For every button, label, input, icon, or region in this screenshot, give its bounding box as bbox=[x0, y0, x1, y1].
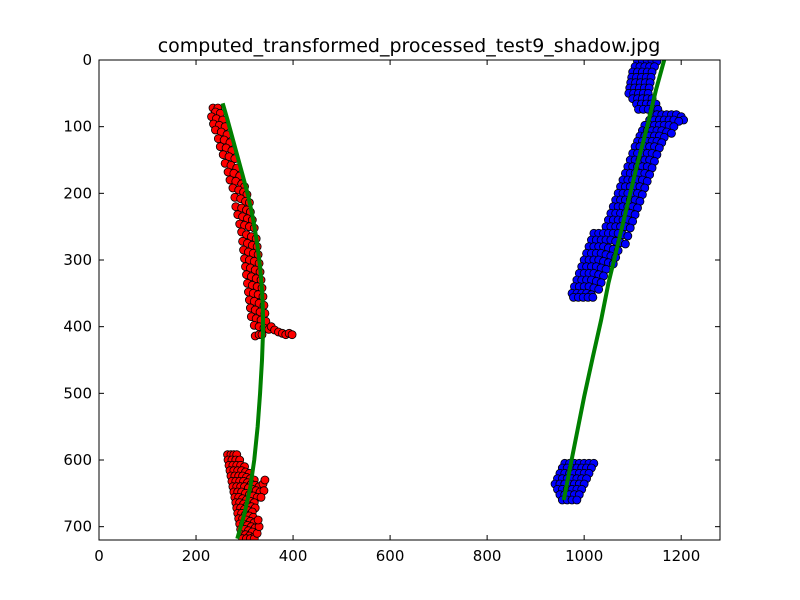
scatter-point bbox=[620, 239, 630, 249]
x-tick-label: 200 bbox=[182, 547, 211, 565]
scatter-point bbox=[260, 475, 270, 485]
y-tick-label: 200 bbox=[63, 184, 92, 202]
x-tick-label: 800 bbox=[473, 547, 502, 565]
x-tick-label: 600 bbox=[376, 547, 405, 565]
y-tick-label: 700 bbox=[63, 518, 92, 536]
plot-content bbox=[207, 60, 689, 540]
scatter-point bbox=[623, 231, 633, 241]
axes: 0 200 400 600 800 1000 1200 0 100 200 300 400 500 600… bbox=[63, 51, 721, 565]
plot-frame bbox=[98, 59, 721, 541]
scatter-layer bbox=[207, 60, 689, 540]
scatter-point bbox=[667, 128, 676, 138]
scatter-point bbox=[253, 515, 263, 525]
scatter-point bbox=[625, 223, 635, 233]
x-tick-label: 0 bbox=[94, 547, 104, 565]
fit-line-1 bbox=[220, 102, 265, 540]
chart-title: computed_transformed_processed_test9_sha… bbox=[158, 35, 661, 57]
x-tick-label: 1200 bbox=[662, 547, 700, 565]
y-tick-label: 300 bbox=[63, 251, 92, 269]
scatter-point bbox=[572, 495, 582, 505]
scatter-point bbox=[588, 292, 598, 302]
x-tick-label: 400 bbox=[279, 547, 308, 565]
y-tick-label: 500 bbox=[63, 384, 92, 402]
x-tick-label: 1000 bbox=[565, 547, 603, 565]
y-tick-label: 400 bbox=[63, 318, 92, 336]
scatter-point bbox=[256, 492, 266, 502]
scatter-point bbox=[594, 284, 604, 294]
fit-line-layer bbox=[220, 60, 667, 540]
y-tick-label: 0 bbox=[82, 51, 92, 69]
y-tick-label: 600 bbox=[63, 451, 92, 469]
fit-line-2 bbox=[561, 60, 667, 501]
y-tick-label: 100 bbox=[63, 118, 92, 136]
scatter-point bbox=[287, 330, 297, 340]
